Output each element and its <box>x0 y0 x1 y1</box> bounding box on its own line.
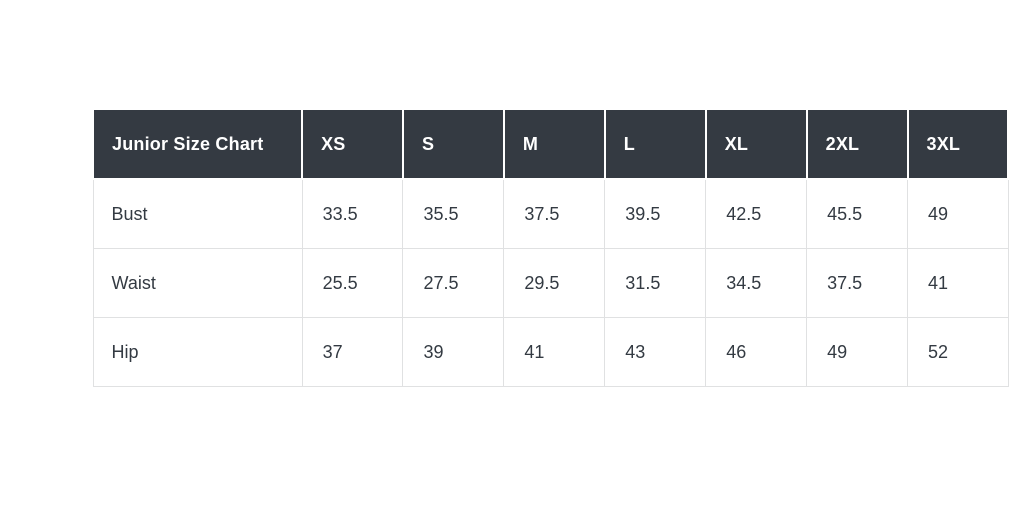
table-header: Junior Size Chart XS S M L XL 2XL 3XL <box>91 108 1009 180</box>
value-cell: 52 <box>907 317 1009 387</box>
header-cell-xs: XS <box>301 108 404 180</box>
value-cell: 49 <box>907 178 1009 249</box>
value-cell: 49 <box>806 317 909 387</box>
row-label-cell: Hip <box>92 317 303 387</box>
value-cell: 37.5 <box>806 248 909 318</box>
row-label-cell: Waist <box>92 248 303 318</box>
value-cell: 45.5 <box>806 178 909 249</box>
value-cell: 37 <box>301 317 404 387</box>
header-cell-m: M <box>502 108 606 180</box>
value-cell: 25.5 <box>301 248 404 318</box>
value-cell: 37.5 <box>503 178 606 249</box>
value-cell: 31.5 <box>604 248 707 318</box>
table-title: Junior Size Chart <box>91 108 304 180</box>
value-cell: 41 <box>907 248 1009 318</box>
value-cell: 33.5 <box>301 178 404 249</box>
value-cell: 34.5 <box>705 248 808 318</box>
value-cell: 39 <box>402 317 505 387</box>
header-cell-xl: XL <box>704 108 808 180</box>
value-cell: 39.5 <box>604 178 707 249</box>
junior-size-chart-table: Junior Size Chart XS S M L XL 2XL 3XL Bust 33.5… <box>91 108 1009 387</box>
table-row: Waist 25.5 27.5 29.5 31.5 34.5 37.5 41 <box>92 248 1009 318</box>
header-row: Junior Size Chart XS S M L XL 2XL 3XL <box>91 108 1009 180</box>
header-cell-2xl: 2XL <box>805 108 909 180</box>
table-body: Bust 33.5 35.5 37.5 39.5 42.5 45.5 49 Waist 25.5 2… <box>92 178 1009 387</box>
row-label-cell: Bust <box>92 178 303 249</box>
value-cell: 35.5 <box>402 178 505 249</box>
header-cell-3xl: 3XL <box>906 108 1009 180</box>
header-cell-l: L <box>603 108 707 180</box>
value-cell: 29.5 <box>503 248 606 318</box>
value-cell: 27.5 <box>402 248 505 318</box>
value-cell: 42.5 <box>705 178 808 249</box>
table-row: Hip 37 39 41 43 46 49 52 <box>92 317 1009 387</box>
value-cell: 43 <box>604 317 707 387</box>
header-cell-s: S <box>401 108 505 180</box>
table-row: Bust 33.5 35.5 37.5 39.5 42.5 45.5 49 <box>92 178 1009 249</box>
value-cell: 41 <box>503 317 606 387</box>
value-cell: 46 <box>705 317 808 387</box>
